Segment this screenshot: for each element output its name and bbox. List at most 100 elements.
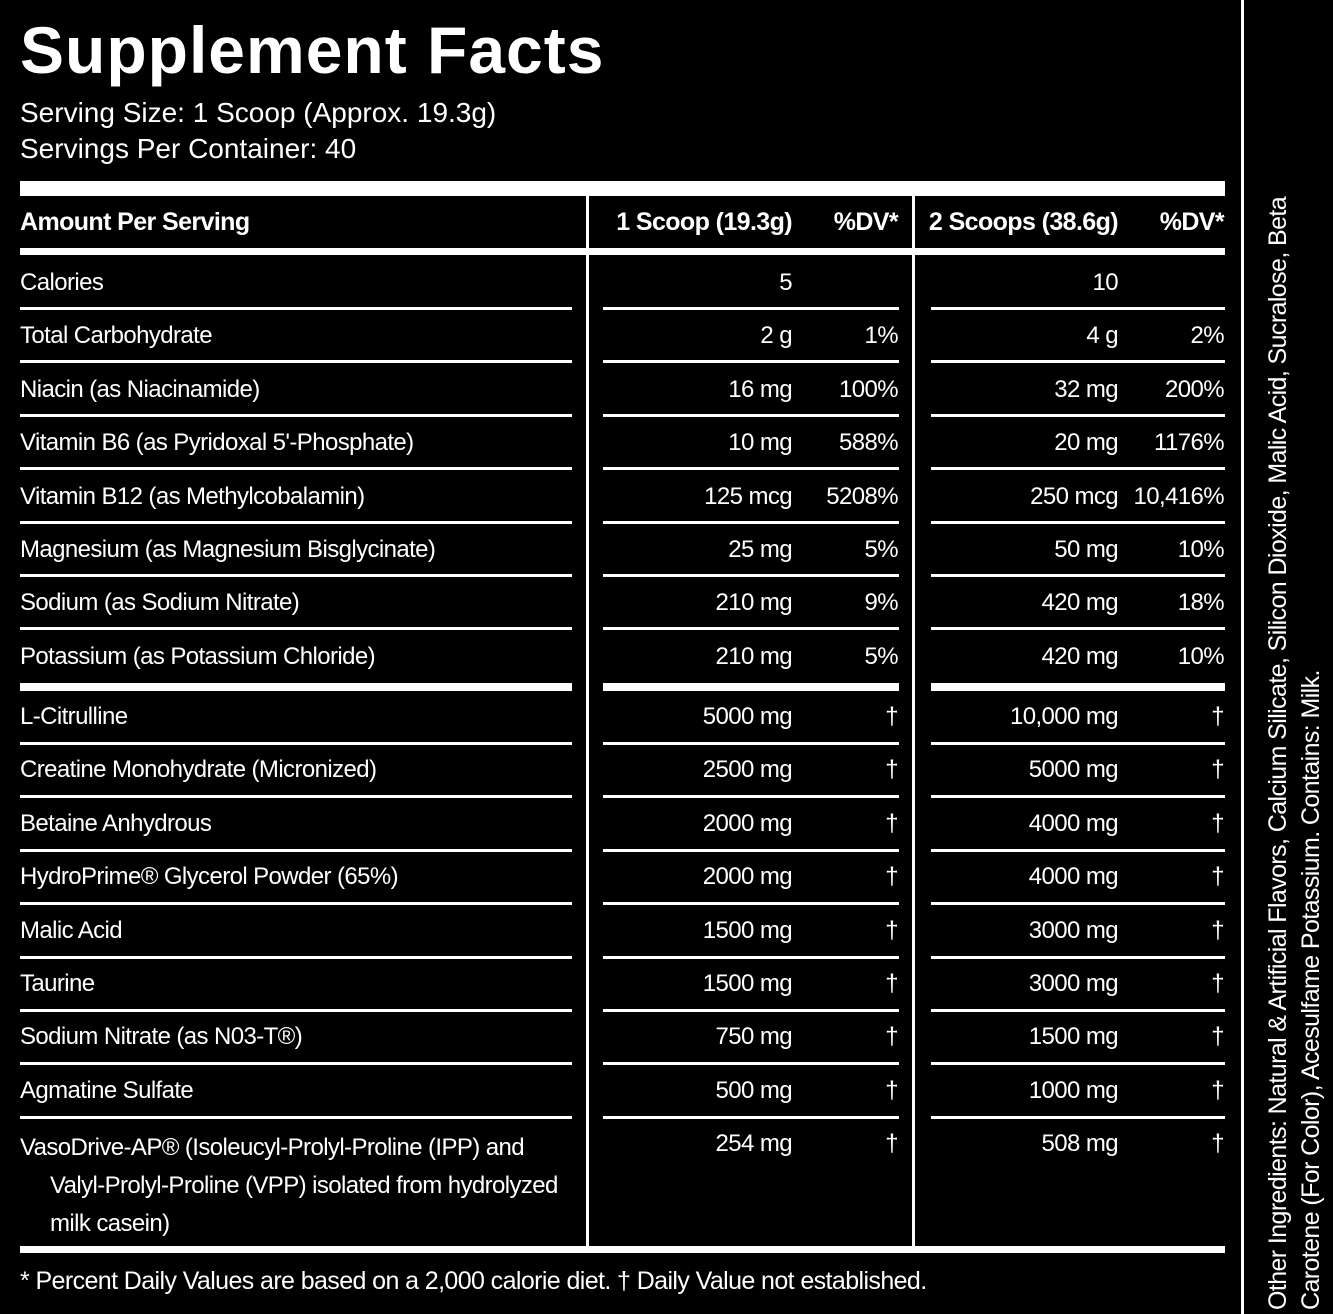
row-value: 2% [1190, 322, 1225, 350]
row-label: Total Carbohydrate [20, 322, 213, 350]
row-value: 210 mg [715, 642, 793, 670]
row-value: 1500 mg [1028, 1023, 1119, 1051]
column-rule [912, 196, 915, 1246]
row-value: † [885, 1076, 898, 1104]
row-label: Niacin (as Niacinamide) [20, 375, 260, 403]
row-value: † [885, 970, 898, 997]
row-value: † [1211, 916, 1224, 944]
row-value: † [1211, 756, 1224, 784]
title: Supplement Facts [20, 13, 605, 87]
row-value: † [885, 703, 898, 730]
row-value: † [1211, 1023, 1224, 1051]
row-value: 10% [1177, 642, 1225, 670]
row-rule [931, 360, 1225, 364]
row-value: 750 mg [715, 1023, 793, 1051]
column-rule [586, 196, 589, 1246]
row-value: 4000 mg [1028, 863, 1119, 891]
row-value: 9% [864, 589, 899, 617]
row-value: 2000 mg [702, 863, 793, 891]
row-value: 3000 mg [1028, 916, 1119, 944]
row-rule [603, 742, 899, 745]
header-cell: Amount Per Serving [20, 208, 250, 236]
row-value: 588% [839, 429, 899, 457]
row-rule [20, 1009, 572, 1012]
thick-rule [20, 1246, 1225, 1253]
row-label: Calories [20, 269, 104, 296]
row-rule [603, 520, 899, 524]
row-value: 1500 mg [702, 970, 793, 997]
row-value: 3000 mg [1028, 970, 1119, 997]
header-cell: 1 Scoop (19.3g) [616, 208, 792, 236]
row-value: 10 mg [728, 429, 792, 457]
row-rule [20, 574, 572, 577]
row-rule [931, 683, 1225, 691]
row-rule [931, 1009, 1225, 1012]
row-value: 2 g [760, 322, 792, 350]
row-rule [20, 307, 572, 310]
row-label: VasoDrive-AP® (Isoleucyl-Prolyl-Proline … [20, 1134, 558, 1238]
row-value: 10% [1177, 536, 1225, 563]
row-value: † [1211, 809, 1224, 837]
row-value: 16 mg [728, 375, 792, 403]
row-rule [603, 795, 899, 799]
row-value: 125 mcg [704, 482, 792, 510]
row-rule [603, 467, 899, 471]
row-label: Malic Acid [20, 916, 123, 944]
row-rule [603, 1115, 899, 1119]
row-value: 210 mg [715, 589, 793, 617]
footnote: * Percent Daily Values are based on a 2,… [20, 1267, 927, 1295]
header-cell: %DV* [1159, 208, 1225, 236]
row-rule [931, 574, 1225, 577]
row-label: L-Citrulline [20, 703, 128, 730]
row-value: 2500 mg [702, 756, 793, 784]
row-value: 5000 mg [1028, 756, 1119, 784]
row-label: Potassium (as Potassium Chloride) [20, 642, 376, 670]
row-value: 5% [864, 642, 899, 670]
row-label: Taurine [20, 970, 95, 997]
row-value: † [1211, 863, 1224, 891]
servings-per-container: Servings Per Container: 40 [20, 133, 357, 164]
row-rule [20, 520, 572, 524]
row-value: 500 mg [715, 1076, 793, 1104]
row-value: 10,000 mg [1009, 703, 1119, 730]
row-value: † [885, 863, 898, 891]
thick-rule [20, 181, 1225, 196]
row-rule [931, 795, 1225, 799]
row-value: 20 mg [1054, 429, 1118, 457]
row-value: 420 mg [1041, 589, 1119, 617]
header-cell: %DV* [833, 208, 899, 236]
row-label: Agmatine Sulfate [20, 1076, 194, 1104]
row-value: † [885, 916, 898, 944]
serving-size: Serving Size: 1 Scoop (Approx. 19.3g) [20, 97, 497, 128]
row-rule [931, 1062, 1225, 1066]
row-label: Vitamin B6 (as Pyridoxal 5'-Phosphate) [20, 429, 414, 457]
row-label: Sodium Nitrate (as N03-T®) [20, 1023, 303, 1051]
row-value: 10,416% [1133, 482, 1224, 510]
row-rule [20, 955, 572, 959]
row-value: 420 mg [1041, 642, 1119, 670]
row-rule [20, 1115, 572, 1119]
row-value: † [1211, 703, 1224, 730]
row-value: 200% [1165, 375, 1225, 403]
row-value: 10 [1092, 269, 1119, 296]
row-rule [931, 413, 1225, 417]
row-rule [603, 413, 899, 417]
row-value: 1500 mg [702, 916, 793, 944]
row-rule [603, 902, 899, 906]
row-value: † [885, 809, 898, 837]
row-rule [931, 520, 1225, 524]
row-label: Sodium (as Sodium Nitrate) [20, 589, 300, 617]
row-value: 5208% [826, 482, 898, 510]
row-rule [603, 848, 899, 852]
row-value: 5 [779, 269, 792, 296]
row-rule [931, 902, 1225, 906]
row-rule [20, 742, 572, 745]
row-value: 4 g [1086, 322, 1118, 350]
row-rule [603, 955, 899, 959]
row-rule [931, 955, 1225, 959]
row-rule [931, 307, 1225, 310]
row-label: Vitamin B12 (as Methylcobalamin) [20, 482, 365, 510]
row-label: Betaine Anhydrous [20, 809, 212, 837]
row-value: 18% [1177, 589, 1225, 617]
row-rule [931, 742, 1225, 745]
